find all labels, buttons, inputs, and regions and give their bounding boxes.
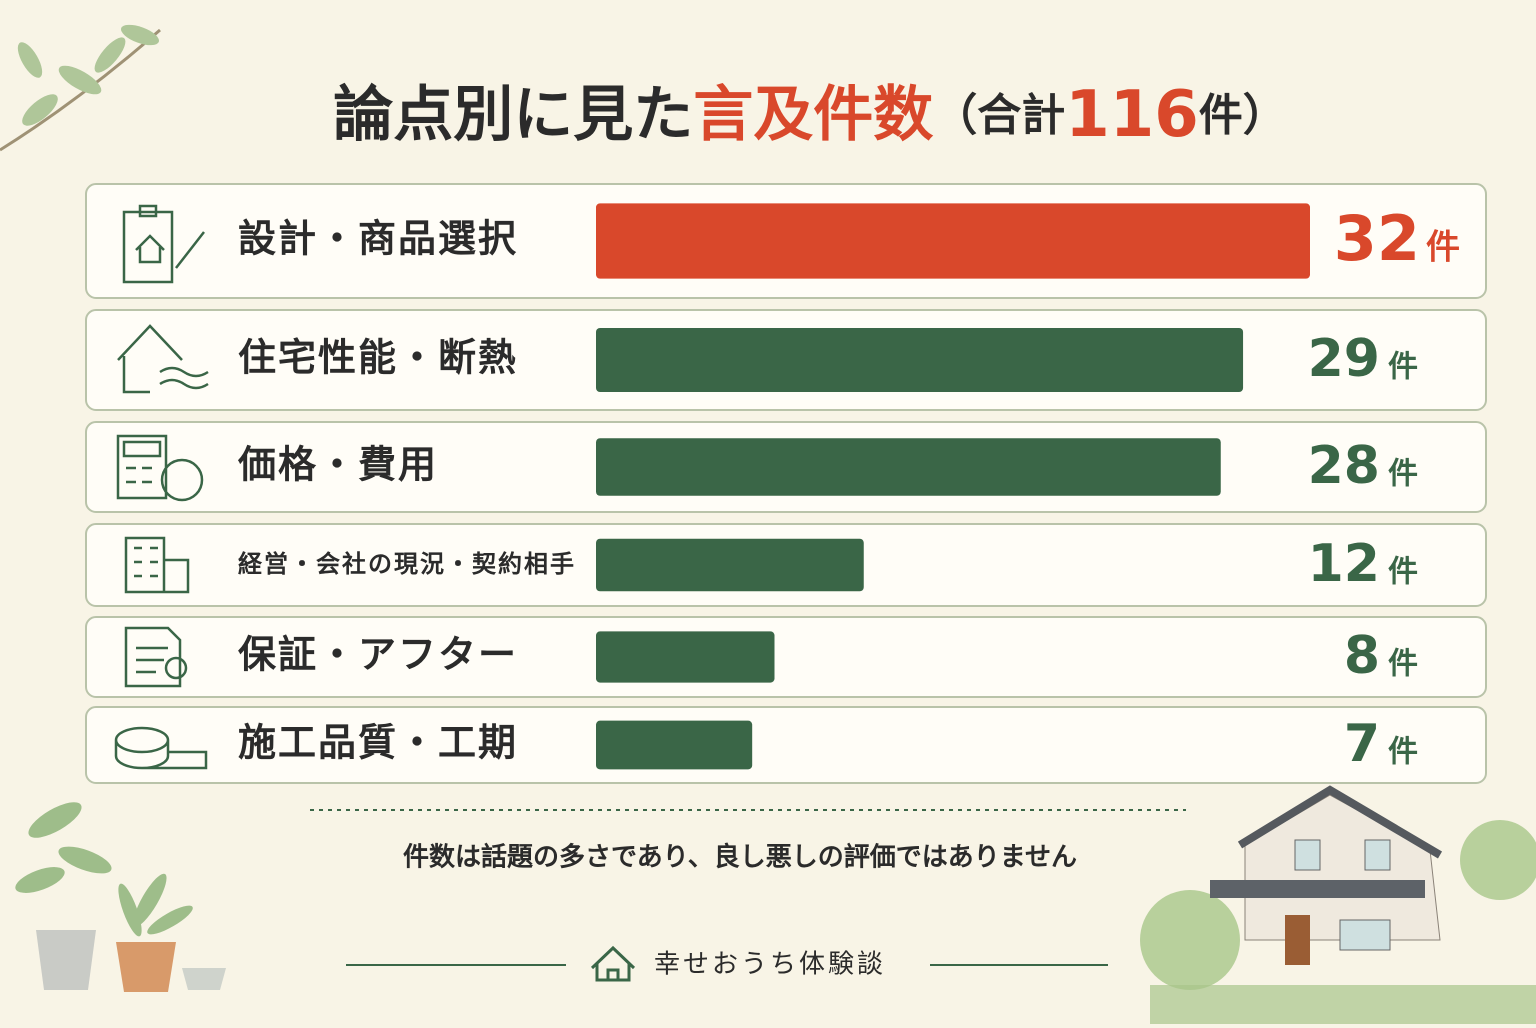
- row-icon: [117, 324, 209, 394]
- value-unit: 件: [1388, 457, 1418, 492]
- title-highlight: 言及件数: [693, 80, 933, 150]
- chart-title: 論点別に見た言及件数（合計116件）: [333, 78, 1287, 152]
- note: 件数は話題の多さであり、良し悪しの評価ではありません: [403, 842, 1077, 873]
- row-icon: [114, 726, 208, 770]
- decor-house: [1140, 785, 1536, 1024]
- bar: [596, 631, 775, 683]
- decor-plants: [15, 802, 226, 992]
- value-label: 12: [1308, 534, 1380, 594]
- bar: [596, 438, 1221, 496]
- title-prefix: 論点別に見た: [333, 80, 693, 150]
- value-unit: 件: [1388, 350, 1418, 385]
- total-value: 116: [1065, 78, 1199, 152]
- value-unit: 件: [1388, 555, 1418, 590]
- value-label: 29: [1308, 329, 1380, 389]
- decor-leaves: [0, 24, 161, 152]
- total-prefix: （合計: [933, 90, 1065, 141]
- brand-icon: [590, 945, 636, 982]
- bar: [596, 203, 1310, 279]
- category-label: 保証・アフター: [238, 633, 518, 677]
- bar: [596, 720, 753, 770]
- category-label: 経営・会社の現況・契約相手: [238, 550, 576, 578]
- category-label: 価格・費用: [237, 443, 438, 487]
- row-icon: [124, 536, 190, 594]
- category-label: 住宅性能・断熱: [238, 336, 518, 380]
- brand: 幸せおうち体験談: [654, 950, 886, 980]
- row-icon: [122, 204, 205, 284]
- value-unit: 件: [1426, 228, 1460, 268]
- category-label: 設計・商品選択: [238, 217, 518, 261]
- total-suffix: 件）: [1199, 90, 1287, 141]
- row-icon: [124, 626, 188, 688]
- value-label: 28: [1308, 436, 1380, 496]
- value-unit: 件: [1388, 735, 1418, 770]
- value-unit: 件: [1388, 647, 1418, 682]
- value-label: 8: [1344, 626, 1380, 686]
- value-label: 32: [1334, 202, 1420, 275]
- row-icon: [116, 434, 204, 502]
- category-label: 施工品質・工期: [238, 721, 518, 765]
- value-label: 7: [1344, 714, 1380, 774]
- bar: [596, 328, 1244, 392]
- row-box: [85, 616, 1487, 698]
- bar: [596, 538, 864, 592]
- row-box: [85, 706, 1487, 784]
